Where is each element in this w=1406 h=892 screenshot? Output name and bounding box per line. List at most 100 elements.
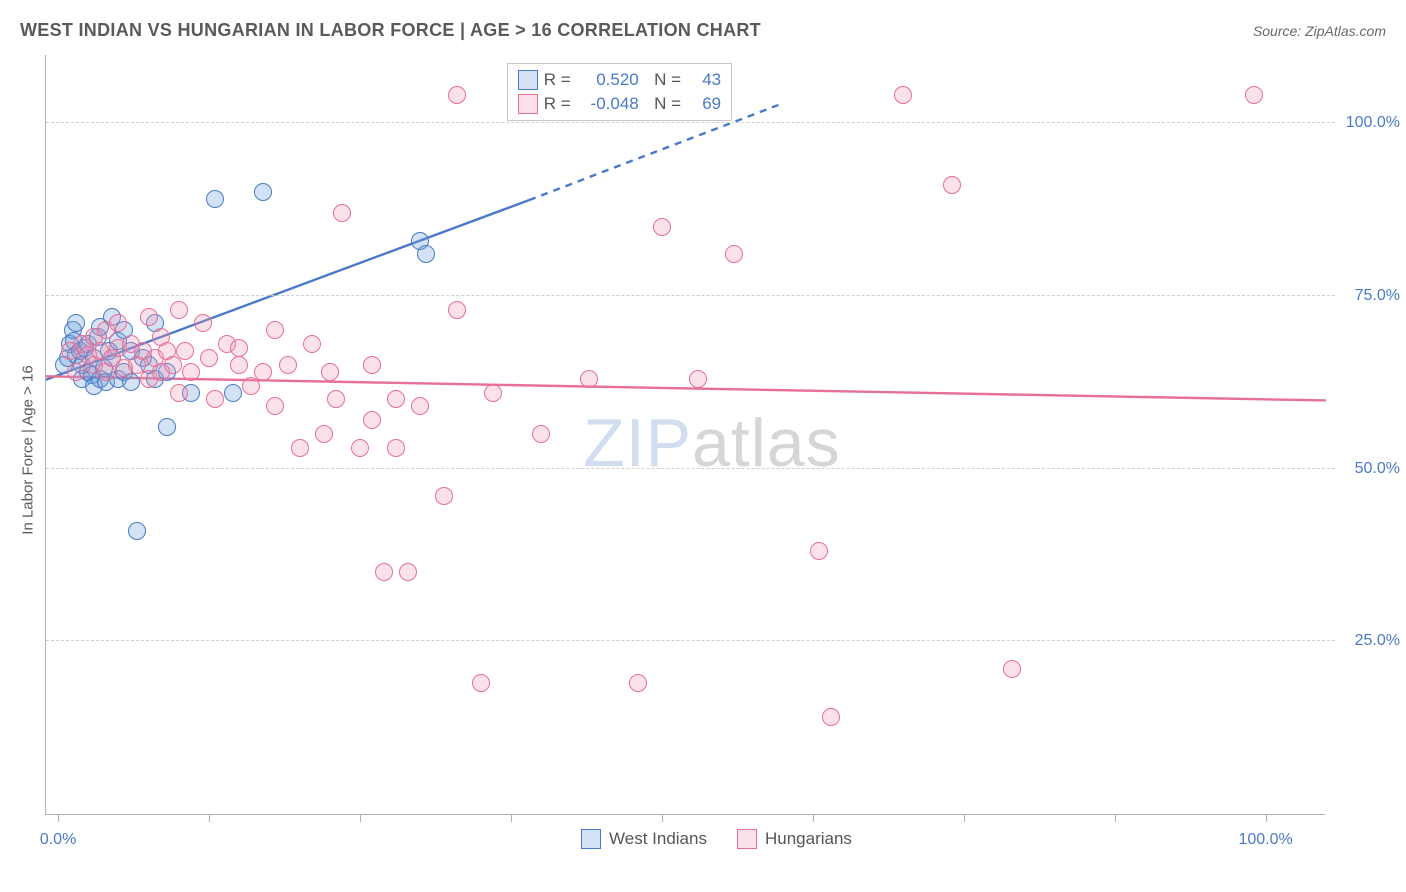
stat-n-label: N = (645, 94, 681, 114)
scatter-point-hungarians (182, 363, 200, 381)
watermark-zip: ZIP (583, 405, 692, 481)
stats-row-hungarians: R = -0.048 N = 69 (518, 92, 721, 116)
legend-item-west_indians: West Indians (581, 829, 707, 849)
scatter-point-hungarians (943, 176, 961, 194)
scatter-point-hungarians (1003, 660, 1021, 678)
scatter-point-hungarians (629, 674, 647, 692)
stats-legend-box: R = 0.520 N = 43 R = -0.048 N = 69 (507, 63, 732, 121)
stat-n-label: N = (645, 70, 681, 90)
stat-r-label: R = (544, 70, 571, 90)
scatter-point-hungarians (725, 245, 743, 263)
scatter-point-hungarians (653, 218, 671, 236)
scatter-point-west_indians (158, 418, 176, 436)
scatter-point-hungarians (315, 425, 333, 443)
y-tick-label: 100.0% (1335, 114, 1400, 132)
x-tick (662, 814, 663, 822)
scatter-point-hungarians (387, 390, 405, 408)
scatter-point-hungarians (822, 708, 840, 726)
y-tick-label: 50.0% (1335, 460, 1400, 478)
scatter-point-hungarians (230, 339, 248, 357)
scatter-point-hungarians (327, 390, 345, 408)
x-tick (511, 814, 512, 822)
scatter-point-hungarians (230, 356, 248, 374)
x-tick (813, 814, 814, 822)
scatter-point-hungarians (435, 487, 453, 505)
scatter-point-hungarians (279, 356, 297, 374)
scatter-point-hungarians (375, 563, 393, 581)
watermark-atlas: atlas (692, 405, 841, 481)
scatter-point-hungarians (266, 397, 284, 415)
scatter-point-hungarians (399, 563, 417, 581)
scatter-point-west_indians (206, 190, 224, 208)
source-label: Source: ZipAtlas.com (1253, 23, 1386, 39)
watermark: ZIPatlas (583, 404, 840, 482)
scatter-point-hungarians (472, 674, 490, 692)
scatter-point-hungarians (67, 363, 85, 381)
legend-item-hungarians: Hungarians (737, 829, 852, 849)
plot-area: ZIPatlas R =0.520 N =43R =-0.048 N =69 I… (45, 55, 1325, 815)
legend-swatch (518, 94, 538, 114)
scatter-point-hungarians (810, 542, 828, 560)
x-tick (1266, 814, 1267, 822)
scatter-point-west_indians (254, 183, 272, 201)
trend-lines (46, 55, 1326, 815)
scatter-point-hungarians (363, 411, 381, 429)
stat-r-label: R = (544, 94, 571, 114)
scatter-point-hungarians (321, 363, 339, 381)
legend-label: Hungarians (765, 829, 852, 849)
scatter-point-hungarians (689, 370, 707, 388)
scatter-point-hungarians (254, 363, 272, 381)
scatter-point-hungarians (200, 349, 218, 367)
scatter-point-west_indians (67, 314, 85, 332)
scatter-point-hungarians (1245, 86, 1263, 104)
x-tick (360, 814, 361, 822)
scatter-point-hungarians (109, 314, 127, 332)
legend-swatch (581, 829, 601, 849)
x-tick (1115, 814, 1116, 822)
gridline (46, 122, 1335, 123)
y-axis-title: In Labor Force | Age > 16 (20, 365, 37, 534)
bottom-legend: West Indians Hungarians (581, 829, 852, 849)
gridline (46, 295, 1335, 296)
gridline (46, 640, 1335, 641)
scatter-point-west_indians (417, 245, 435, 263)
scatter-point-hungarians (580, 370, 598, 388)
scatter-point-hungarians (448, 301, 466, 319)
scatter-point-hungarians (411, 397, 429, 415)
stat-r-value: 0.520 (577, 70, 639, 90)
stat-r-value: -0.048 (577, 94, 639, 114)
gridline (46, 468, 1335, 469)
scatter-point-hungarians (448, 86, 466, 104)
scatter-point-hungarians (206, 390, 224, 408)
legend-label: West Indians (609, 829, 707, 849)
scatter-point-west_indians (224, 384, 242, 402)
x-tick (964, 814, 965, 822)
scatter-point-hungarians (333, 204, 351, 222)
scatter-point-hungarians (176, 342, 194, 360)
scatter-point-hungarians (266, 321, 284, 339)
y-tick-label: 25.0% (1335, 632, 1400, 650)
scatter-point-hungarians (894, 86, 912, 104)
scatter-point-hungarians (291, 439, 309, 457)
scatter-point-hungarians (532, 425, 550, 443)
scatter-point-hungarians (484, 384, 502, 402)
scatter-point-hungarians (140, 308, 158, 326)
x-tick (209, 814, 210, 822)
chart-title: WEST INDIAN VS HUNGARIAN IN LABOR FORCE … (20, 20, 761, 41)
stat-n-value: 43 (687, 70, 721, 90)
x-tick (58, 814, 59, 822)
stat-n-value: 69 (687, 94, 721, 114)
legend-swatch (518, 70, 538, 90)
x-tick-label: 0.0% (40, 831, 76, 849)
scatter-point-west_indians (128, 522, 146, 540)
scatter-point-hungarians (351, 439, 369, 457)
x-tick-label: 100.0% (1238, 831, 1292, 849)
stats-row-west_indians: R = 0.520 N = 43 (518, 68, 721, 92)
y-tick-label: 75.0% (1335, 287, 1400, 305)
scatter-point-hungarians (387, 439, 405, 457)
scatter-point-hungarians (303, 335, 321, 353)
scatter-point-hungarians (363, 356, 381, 374)
scatter-point-hungarians (170, 384, 188, 402)
legend-swatch (737, 829, 757, 849)
scatter-point-hungarians (194, 314, 212, 332)
